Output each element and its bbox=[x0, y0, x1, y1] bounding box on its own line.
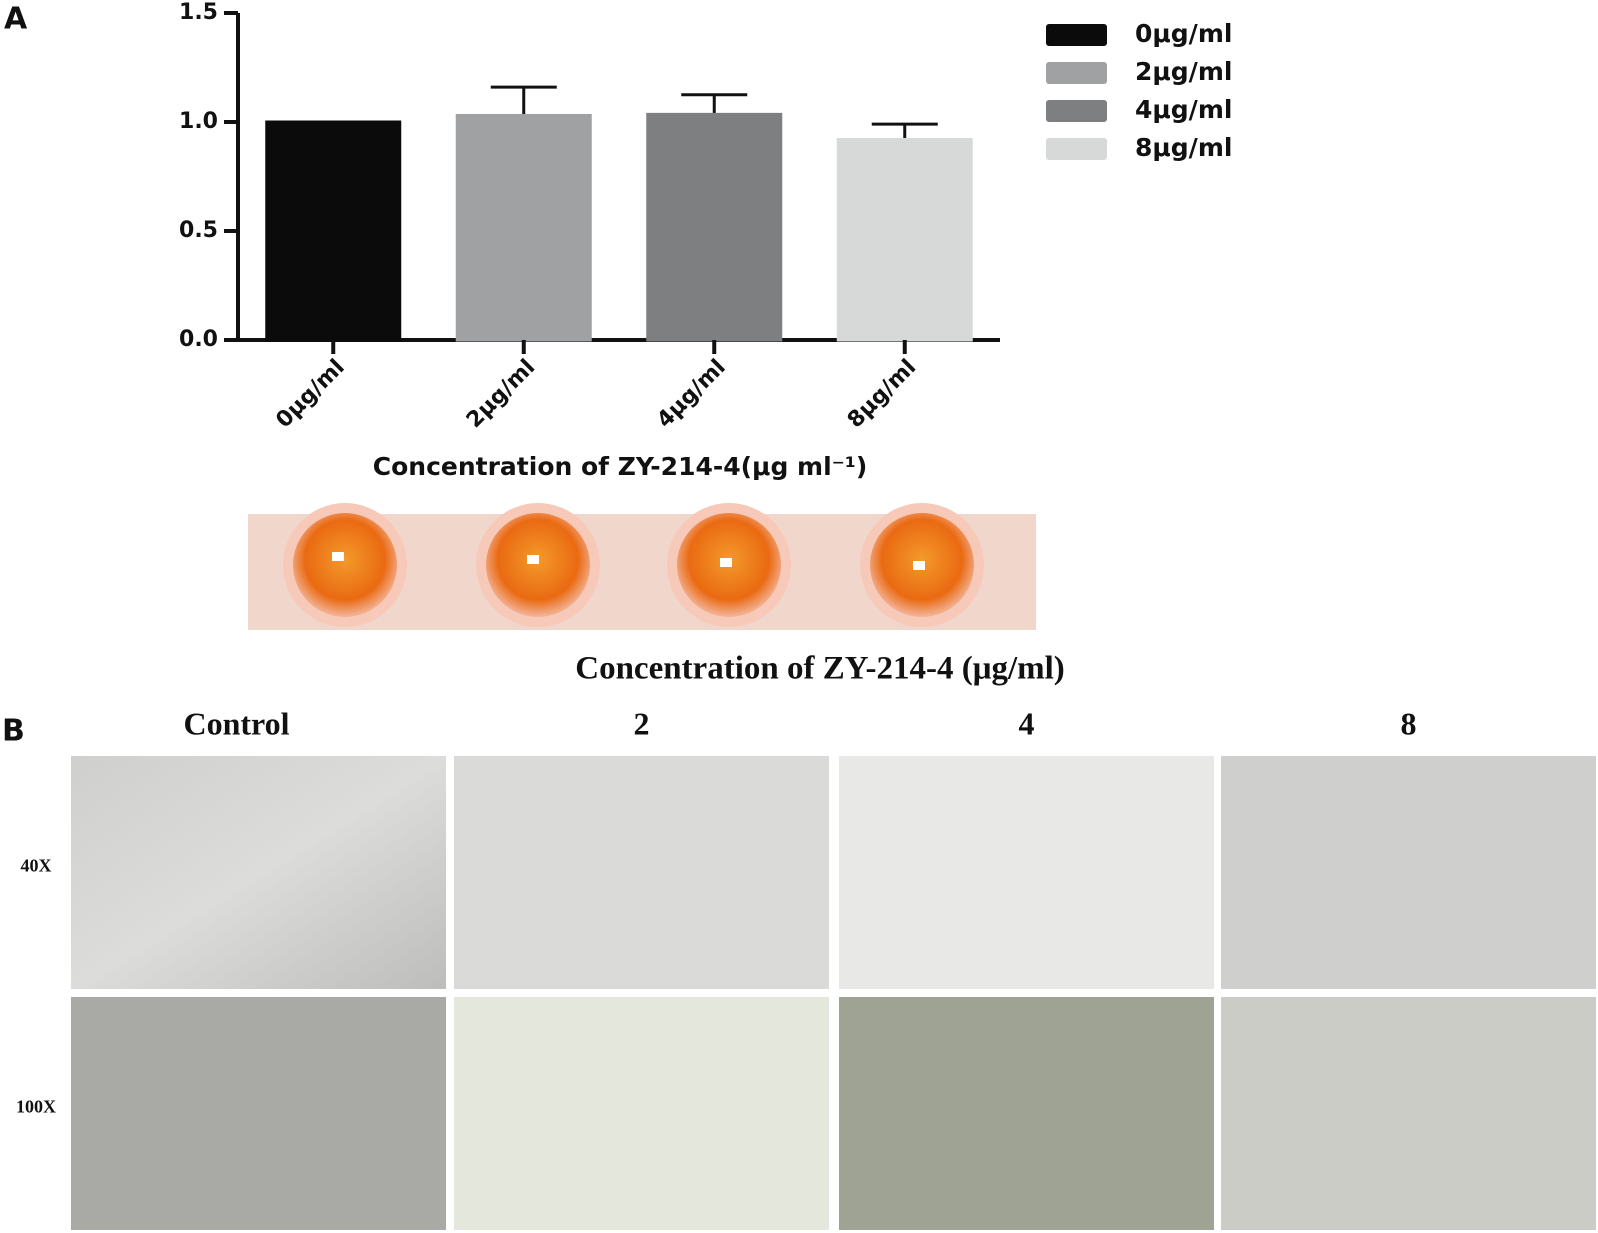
plate-caption: Concentration of ZY-214-4 (μg/ml) bbox=[575, 651, 1065, 687]
panel-label: B bbox=[2, 714, 25, 749]
legend-swatch bbox=[1046, 24, 1107, 46]
legend-label: 2μg/ml bbox=[1135, 57, 1232, 86]
micrograph bbox=[454, 997, 829, 1230]
bar bbox=[265, 120, 402, 342]
legend-swatch bbox=[1046, 100, 1107, 122]
legend-swatch bbox=[1046, 138, 1107, 160]
column-heading: 8 bbox=[1401, 705, 1417, 741]
x-axis-label: Concentration of ZY-214-4(μg ml⁻¹) bbox=[373, 452, 868, 481]
legend-swatch bbox=[1046, 62, 1107, 84]
legend-label: 0μg/ml bbox=[1135, 19, 1232, 48]
row-label: 100X bbox=[16, 1097, 56, 1117]
y-tick-label: 1.5 bbox=[179, 0, 218, 25]
micrograph bbox=[839, 997, 1214, 1230]
y-tick-label: 1.0 bbox=[179, 109, 218, 134]
micrograph bbox=[1221, 997, 1596, 1230]
column-heading: 2 bbox=[634, 705, 650, 741]
panel-label: A bbox=[4, 2, 28, 37]
micrograph bbox=[71, 997, 446, 1230]
bar bbox=[646, 112, 783, 342]
y-tick-label: 0.0 bbox=[179, 327, 218, 352]
bar bbox=[455, 113, 592, 342]
micrograph bbox=[839, 756, 1214, 989]
micrograph bbox=[454, 756, 829, 989]
micrograph bbox=[71, 756, 446, 989]
x-tick-label: 4μg/ml bbox=[652, 355, 730, 433]
column-heading: 4 bbox=[1019, 705, 1035, 741]
legend-label: 8μg/ml bbox=[1135, 133, 1232, 162]
bar bbox=[836, 137, 973, 342]
y-tick-label: 0.5 bbox=[179, 218, 218, 243]
x-tick-label: 2μg/ml bbox=[462, 355, 540, 433]
legend-label: 4μg/ml bbox=[1135, 95, 1232, 124]
plate-photo bbox=[248, 503, 1036, 630]
micrographs: Control 2 4 8 40X 100X bbox=[16, 705, 1596, 1230]
row-label: 40X bbox=[21, 856, 52, 876]
column-heading: Control bbox=[183, 705, 289, 741]
x-tick-label: 0μg/ml bbox=[271, 355, 349, 433]
micrograph bbox=[1221, 756, 1596, 989]
x-tick-label: 8μg/ml bbox=[843, 355, 921, 433]
